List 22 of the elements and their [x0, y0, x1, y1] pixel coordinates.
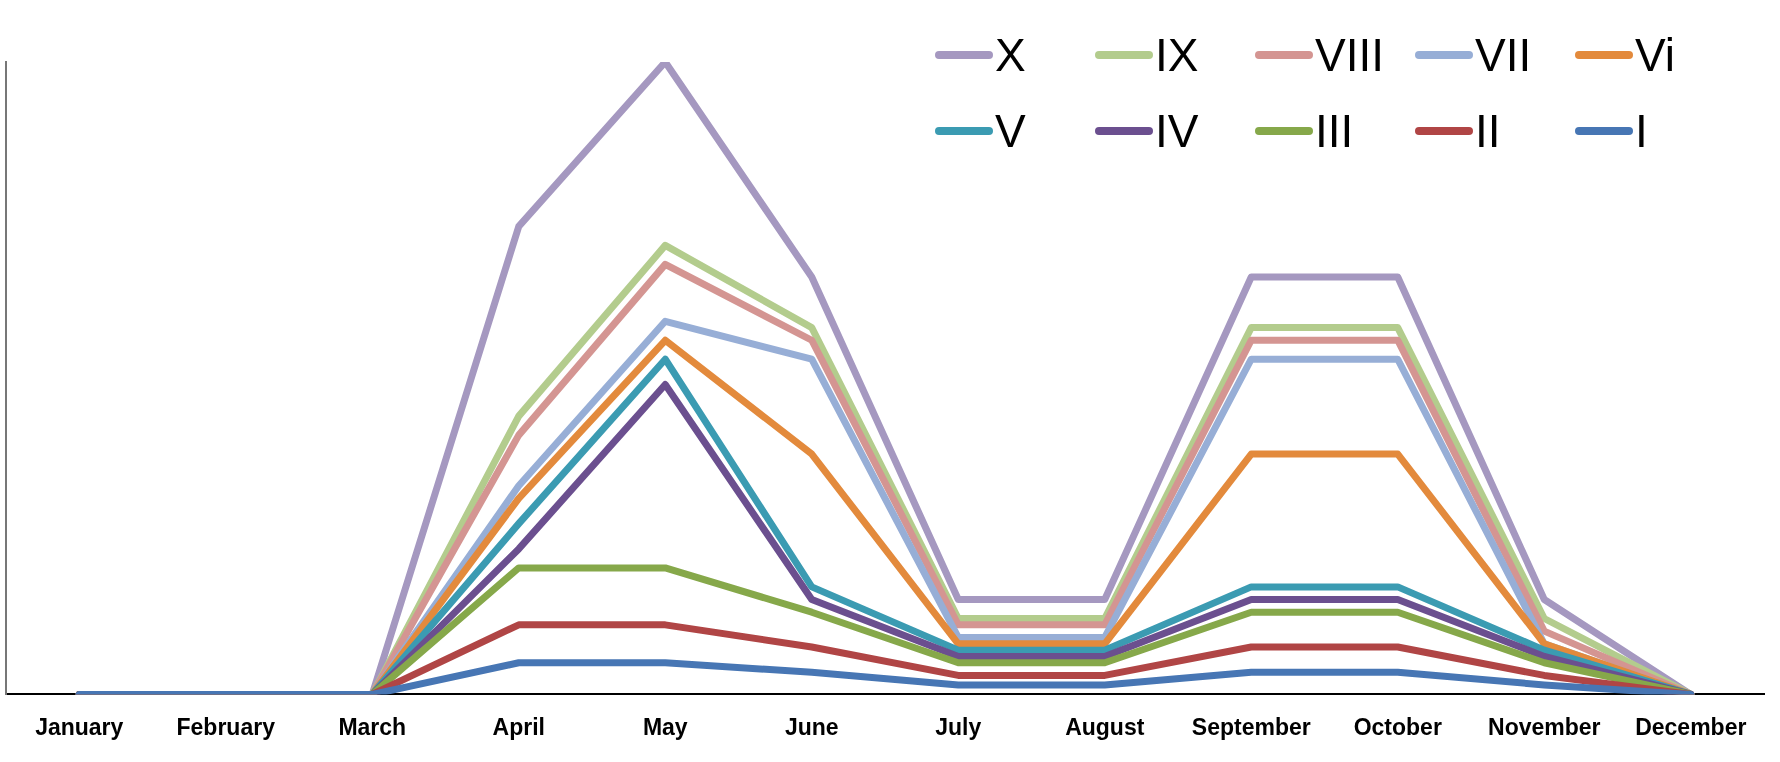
- x-tick-label: June: [784, 713, 839, 740]
- legend-label: Vi: [1635, 28, 1676, 82]
- legend-label: V: [995, 104, 1026, 158]
- x-tick-label: February: [176, 713, 276, 740]
- legend-label: IX: [1155, 28, 1199, 82]
- x-tick-label: December: [1635, 713, 1747, 740]
- legend-label: VII: [1475, 28, 1532, 82]
- x-tick-label: May: [642, 713, 688, 740]
- x-tick-label: March: [338, 713, 407, 740]
- x-tick-label: July: [935, 713, 982, 740]
- legend-label: X: [995, 28, 1026, 82]
- x-tick-label: November: [1488, 713, 1601, 740]
- x-tick-label: October: [1353, 713, 1442, 740]
- x-tick-label: September: [1191, 713, 1311, 740]
- x-tick-label: August: [1065, 713, 1145, 740]
- legend-label: IV: [1155, 104, 1199, 158]
- x-tick-label: April: [492, 713, 545, 740]
- legend-label: VIII: [1315, 28, 1385, 82]
- x-tick-label: January: [35, 713, 124, 740]
- legend-label: II: [1475, 104, 1501, 158]
- legend-label: III: [1315, 104, 1354, 158]
- legend-label: I: [1635, 104, 1648, 158]
